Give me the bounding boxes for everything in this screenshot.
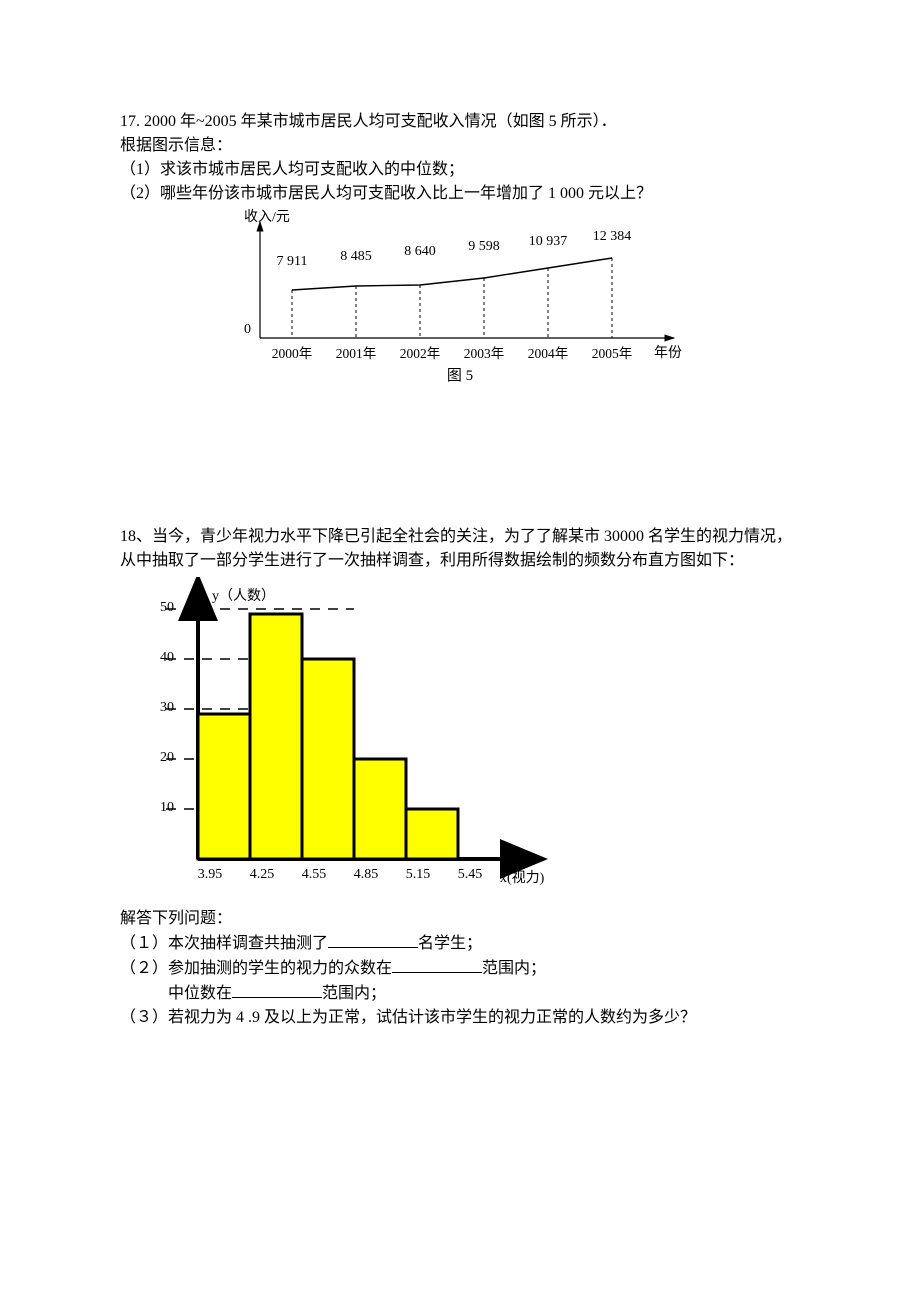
chart18-xtick: 5.15 — [392, 867, 444, 883]
chart18-ytick: 40 — [144, 650, 174, 666]
p18-intro: 18、当今，青少年视力水平下降已引起全社会的关注，为了了解某市 30000 名学… — [120, 525, 800, 573]
p17-q2: （2）哪些年份该市城市居民人均可支配收入比上一年增加了 1 000 元以上？ — [120, 182, 800, 206]
chart18-ytick: 20 — [144, 750, 174, 766]
p18-q3: （３）若视力为 4 .9 及以上为正常，试估计该市学生的视力正常的人数约为多少？ — [120, 1006, 800, 1030]
chart17-xtick: 2000年 — [260, 342, 324, 362]
chart18-ytick: 30 — [144, 700, 174, 716]
chart17: 收入/元 0 7 9118 4858 6409 59810 93712 384 … — [230, 212, 690, 362]
chart17-value: 7 911 — [260, 254, 324, 270]
chart17-value: 8 640 — [388, 244, 452, 260]
chart18-xticks: 3.954.254.554.855.155.45 — [184, 867, 496, 883]
chart18-xtick: 5.45 — [444, 867, 496, 883]
chart17-value: 12 384 — [580, 229, 644, 245]
p18-q2-line1: （２）参加抽测的学生的视力的众数在 范围内； — [120, 956, 800, 981]
blank-2[interactable] — [392, 956, 482, 973]
p18-after: 解答下列问题： — [120, 907, 800, 931]
p18-q2-a: （２）参加抽测的学生的视力的众数在 — [120, 960, 392, 977]
chart17-xaxis-label: 年份 — [654, 342, 682, 362]
p18-q2-d: 范围内； — [322, 985, 386, 1002]
chart17-value: 8 485 — [324, 249, 388, 265]
p17-intro-b: 根据图示信息： — [120, 134, 800, 158]
chart17-value: 10 937 — [516, 234, 580, 250]
p18-intro-a: 当今，青少年视力水平下降已引起全社会的关注，为了了解某市 30000 名学生的视… — [120, 528, 792, 569]
p18-q2-b: 范围内； — [482, 960, 546, 977]
chart18-xlabel: x(视力) — [500, 867, 544, 887]
page: 17. 2000 年~2005 年某市城市居民人均可支配收入情况（如图 5 所示… — [0, 0, 920, 1090]
chart18-ylabel: y（人数） — [212, 585, 275, 605]
chart18-ytick: 10 — [144, 800, 174, 816]
chart18-ytick: 50 — [144, 600, 174, 616]
p18-q1-a: （１）本次抽样调查共抽测了 — [120, 935, 328, 952]
p18-q2-c: 中位数在 — [120, 985, 232, 1002]
p18-q1: （１）本次抽样调查共抽测了 名学生； — [120, 931, 800, 956]
chart17-xticks: 2000年2001年2002年2003年2004年2005年 — [260, 342, 644, 362]
chart18-xtick: 4.55 — [288, 867, 340, 883]
chart17-ylabel: 收入/元 — [244, 206, 290, 226]
chart17-container: 收入/元 0 7 9118 4858 6409 59810 93712 384 … — [230, 212, 690, 385]
p18-q1-b: 名学生； — [418, 935, 482, 952]
chart17-xtick: 2005年 — [580, 342, 644, 362]
p18-q2-line2: 中位数在 范围内； — [120, 981, 800, 1006]
chart17-xtick: 2004年 — [516, 342, 580, 362]
chart18-xtick: 4.25 — [236, 867, 288, 883]
p18-number: 18、 — [120, 528, 152, 545]
chart18-xtick: 4.85 — [340, 867, 392, 883]
chart18-svg — [120, 577, 560, 897]
chart17-zero: 0 — [244, 322, 251, 338]
blank-1[interactable] — [328, 931, 418, 948]
chart17-xtick: 2001年 — [324, 342, 388, 362]
chart17-values: 7 9118 4858 6409 59810 93712 384 — [260, 254, 644, 270]
chart18: y（人数） x(视力) 1020304050 3.954.254.554.855… — [120, 577, 560, 907]
chart17-xtick: 2003年 — [452, 342, 516, 362]
p17-q1: （1）求该市城市居民人均可支配收入的中位数； — [120, 158, 800, 182]
p17-intro-a: 2000 年~2005 年某市城市居民人均可支配收入情况（如图 5 所示）． — [140, 113, 617, 130]
chart17-caption: 图 5 — [230, 364, 690, 385]
chart17-value: 9 598 — [452, 239, 516, 255]
chart18-xtick: 3.95 — [184, 867, 236, 883]
p17-number: 17. — [120, 113, 140, 130]
blank-3[interactable] — [232, 981, 322, 998]
spacer — [120, 385, 800, 525]
chart17-xtick: 2002年 — [388, 342, 452, 362]
p17-intro: 17. 2000 年~2005 年某市城市居民人均可支配收入情况（如图 5 所示… — [120, 110, 800, 134]
